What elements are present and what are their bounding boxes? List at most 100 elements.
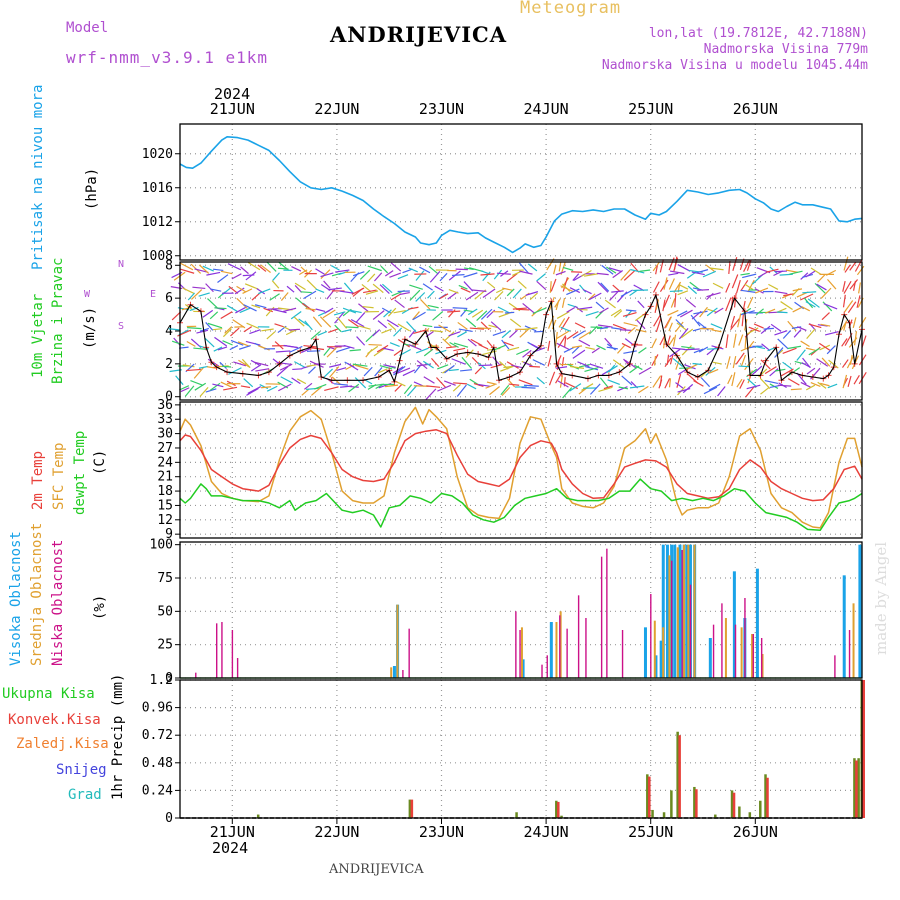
- y-tick-label: 0: [165, 390, 173, 405]
- wind-arrow: [595, 301, 605, 310]
- wind-arrow: [320, 272, 334, 278]
- wind-arrow: [233, 361, 247, 367]
- wind-arrow: [465, 349, 474, 358]
- wind-arrow: [384, 270, 394, 277]
- wind-arrow: [383, 364, 396, 368]
- wind-arrow: [493, 344, 507, 351]
- wind-arrow: [819, 342, 831, 352]
- year-top: 2024: [214, 85, 251, 103]
- wind-arrow: [585, 365, 599, 371]
- wind-arrow: [577, 308, 588, 311]
- wind-arrow: [430, 329, 443, 333]
- wind-arrow: [463, 309, 474, 313]
- compass-east: E: [150, 289, 157, 300]
- cloud-bar-high: [549, 622, 553, 678]
- wind-arrow: [597, 281, 609, 293]
- wind-arrow: [740, 310, 755, 316]
- wind-arrow: [431, 357, 440, 368]
- panel-background-precipitation: [180, 680, 862, 818]
- wind-arrow: [355, 364, 369, 370]
- wind-arrow: [653, 313, 662, 327]
- wind-arrow: [738, 334, 744, 346]
- y-tick-label: 36: [157, 398, 173, 413]
- wind-arrow: [480, 273, 495, 276]
- wind-arrow: [760, 387, 770, 395]
- wind-arrow: [368, 343, 382, 346]
- wind-arrow: [186, 340, 196, 347]
- wind-arrow: [447, 291, 458, 300]
- wind-arrow: [620, 289, 633, 297]
- wind-arrow: [351, 287, 365, 295]
- wind-arrow: [485, 383, 496, 389]
- wind-arrow: [581, 383, 594, 391]
- wind-arrow: [787, 378, 800, 386]
- wind-arrow: [712, 282, 724, 289]
- wind-arrow: [663, 277, 668, 290]
- wind-arrow: [276, 366, 289, 377]
- wind-arrow: [312, 316, 323, 328]
- cloud-bar-low: [559, 615, 561, 678]
- wind-arrow: [512, 307, 527, 310]
- wind-arrow: [789, 270, 803, 275]
- wind-arrow: [623, 358, 631, 367]
- wind-arrow: [511, 364, 524, 369]
- wind-arrow: [461, 356, 473, 369]
- wind-arrow: [288, 328, 301, 331]
- wind-arrow: [844, 264, 851, 273]
- wind-arrow: [501, 330, 511, 339]
- wind-arrow: [754, 287, 769, 294]
- wind-arrow: [438, 324, 451, 333]
- cloud-bar-high: [654, 655, 658, 678]
- cloud-bar-mid: [724, 618, 727, 678]
- wind-arrow: [625, 309, 637, 312]
- wind-arrow: [612, 359, 626, 369]
- wind-arrow: [805, 270, 816, 278]
- wind-arrow: [186, 368, 201, 372]
- wind-arrow: [500, 384, 510, 396]
- wind-arrow: [555, 270, 566, 276]
- wind-arrow: [179, 385, 190, 391]
- wind-arrow: [304, 382, 313, 390]
- wind-arrow: [676, 374, 682, 388]
- wind-arrow: [448, 368, 459, 372]
- model-name: wrf-nmm_v3.9.1 e1km: [66, 48, 269, 67]
- wind-arrow: [317, 330, 328, 336]
- wind-arrow: [217, 346, 228, 351]
- wind-arrow: [397, 274, 409, 280]
- cloud-bar-mid: [676, 547, 679, 678]
- wind-arrow: [673, 256, 678, 270]
- wind-arrow: [744, 336, 747, 349]
- wind-arrow: [692, 362, 702, 366]
- x-day-label-top: 22JUN: [314, 100, 359, 118]
- wind-arrow: [350, 318, 365, 328]
- wind-arrow: [420, 299, 431, 310]
- wind-arrow: [322, 309, 336, 319]
- wind-arrow: [793, 329, 802, 338]
- x-day-label-bottom: 26JUN: [733, 823, 778, 841]
- wind-arrow: [330, 265, 340, 271]
- wind-arrow: [787, 345, 802, 350]
- wind-arrow: [556, 342, 571, 351]
- wind-arrow: [777, 311, 788, 314]
- wind-arrow: [774, 270, 788, 273]
- wind-arrow: [326, 347, 337, 358]
- wind-arrow: [239, 307, 251, 314]
- wind-arrow: [858, 282, 861, 294]
- wind-arrow: [684, 348, 700, 351]
- wind-arrow: [243, 378, 254, 388]
- wind-arrow: [467, 338, 477, 347]
- cloud-bar-mid: [390, 667, 393, 678]
- wind-arrow: [685, 298, 697, 308]
- wind-arrow: [702, 270, 717, 278]
- wind-arrow: [220, 270, 233, 275]
- wind-arrow: [742, 273, 757, 279]
- wind-arrow: [522, 349, 532, 358]
- wind-arrow: [352, 271, 365, 277]
- wind-arrow: [260, 264, 271, 273]
- wind-arrow: [611, 290, 624, 293]
- precip-bar-total: [738, 806, 741, 818]
- wind-arrow: [377, 320, 388, 329]
- wind-arrow: [564, 336, 567, 348]
- wind-arrow: [690, 314, 701, 327]
- y-tick-label: 75: [157, 571, 173, 586]
